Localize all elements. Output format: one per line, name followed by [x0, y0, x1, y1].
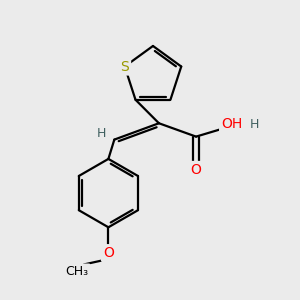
Text: S: S: [120, 59, 129, 74]
Text: O: O: [103, 246, 114, 260]
Text: H: H: [249, 118, 259, 130]
Text: H: H: [97, 127, 106, 140]
Text: OH: OH: [221, 117, 242, 131]
Text: O: O: [190, 163, 202, 177]
Text: CH₃: CH₃: [66, 266, 89, 278]
